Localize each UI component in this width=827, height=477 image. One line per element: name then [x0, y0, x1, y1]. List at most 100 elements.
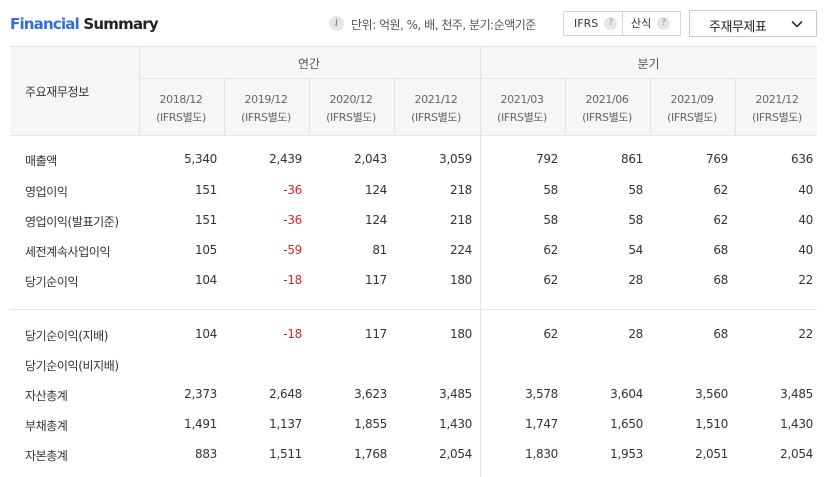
table-cell: 62	[543, 273, 558, 287]
table-cell: 769	[705, 152, 728, 166]
table-cell: 28	[628, 273, 643, 287]
table-cell: 40	[798, 243, 813, 257]
table-cell: 180	[449, 273, 472, 287]
table-cell: 218	[449, 213, 472, 227]
table-cell: 3,485	[780, 387, 813, 401]
table-cell: 1,430	[439, 417, 472, 431]
period-date: 2021/09	[670, 93, 714, 106]
table-cell: 883	[194, 447, 217, 461]
table-cell: 62	[543, 243, 558, 257]
period-header: 2019/12 (IFRS별도)	[223, 91, 309, 127]
table-header-bg	[10, 47, 817, 135]
table-cell: 1,855	[354, 417, 387, 431]
divider	[650, 78, 651, 135]
table-cell: 5,340	[184, 152, 217, 166]
table-cell: 861	[620, 152, 643, 166]
page-title: Financial Summary	[10, 15, 159, 33]
period-date: 2021/12	[755, 93, 799, 106]
table-cell: 58	[628, 183, 643, 197]
table-cell: 151	[194, 213, 217, 227]
table-cell: 68	[713, 327, 728, 341]
table-cell: 636	[790, 152, 813, 166]
period-date: 2020/12	[329, 93, 373, 106]
chevron-down-icon	[790, 16, 804, 35]
table-cell: 62	[713, 213, 728, 227]
divider	[10, 309, 817, 310]
divider	[394, 78, 395, 135]
table-cell: 1,510	[695, 417, 728, 431]
period-header: 2021/12 (IFRS별도)	[734, 91, 820, 127]
table-cell: 3,485	[439, 387, 472, 401]
row-label: 당기순이익(비지배)	[25, 359, 119, 373]
table-cell: 104	[194, 327, 217, 341]
table-cell: 117	[364, 327, 387, 341]
table-cell: 2,373	[184, 387, 217, 401]
period-header: 2021/03 (IFRS별도)	[479, 91, 565, 127]
table-cell: 2,054	[439, 447, 472, 461]
table-cell: -36	[283, 183, 302, 197]
row-label: 자산총계	[25, 389, 68, 403]
toggle-divider	[622, 12, 623, 35]
table-cell: 1,768	[354, 447, 387, 461]
title-financial: Financial	[10, 15, 80, 33]
ifrs-label: IFRS	[574, 17, 599, 30]
summary-header: Financial Summary i 단위: 억원, %, 배, 천주, 분기…	[0, 0, 827, 46]
table-cell: 58	[543, 213, 558, 227]
period-date: 2018/12	[159, 93, 203, 106]
divider	[565, 78, 566, 135]
table-cell: 68	[713, 273, 728, 287]
period-basis: (IFRS별도)	[497, 111, 547, 124]
row-label: 영업이익	[25, 185, 68, 199]
table-cell: 54	[628, 243, 643, 257]
divider	[224, 78, 225, 135]
table-cell: -18	[283, 327, 302, 341]
table-cell: 105	[194, 243, 217, 257]
table-cell: 3,059	[439, 152, 472, 166]
period-basis: (IFRS별도)	[667, 111, 717, 124]
row-label: 영업이익(발표기준)	[25, 215, 119, 229]
table-cell: 1,511	[269, 447, 302, 461]
period-basis: (IFRS별도)	[411, 111, 461, 124]
table-cell: -36	[283, 213, 302, 227]
row-label: 세전계속사업이익	[25, 245, 111, 259]
info-icon[interactable]: i	[329, 16, 344, 31]
divider	[10, 46, 817, 47]
period-basis: (IFRS별도)	[582, 111, 632, 124]
table-cell: -59	[283, 243, 302, 257]
period-date: 2019/12	[244, 93, 288, 106]
help-icon[interactable]: ?	[604, 16, 618, 30]
divider	[139, 46, 140, 135]
period-date: 2021/06	[585, 93, 629, 106]
period-basis: (IFRS별도)	[156, 111, 206, 124]
table-cell: 40	[798, 183, 813, 197]
divider	[139, 78, 817, 79]
period-header: 2020/12 (IFRS별도)	[308, 91, 394, 127]
table-cell: 2,043	[354, 152, 387, 166]
row-label: 당기순이익	[25, 275, 79, 289]
divider	[735, 78, 736, 135]
statement-type-select[interactable]: 주재무제표	[689, 10, 817, 37]
table-cell: 62	[543, 327, 558, 341]
table-cell: 1,137	[269, 417, 302, 431]
ifrs-button[interactable]: IFRS?	[574, 12, 618, 35]
calc-button[interactable]: 산식?	[631, 12, 671, 35]
table-cell: 3,604	[610, 387, 643, 401]
help-icon[interactable]: ?	[657, 16, 671, 30]
table-cell: 1,953	[610, 447, 643, 461]
table-cell: 3,578	[525, 387, 558, 401]
ifrs-calc-toggle: IFRS? 산식?	[563, 11, 681, 36]
period-date: 2021/03	[500, 93, 544, 106]
table-cell: 1,491	[184, 417, 217, 431]
period-basis: (IFRS별도)	[326, 111, 376, 124]
table-cell: 124	[364, 213, 387, 227]
period-header: 2021/06 (IFRS별도)	[564, 91, 650, 127]
period-date: 2021/12	[414, 93, 458, 106]
table-cell: 2,051	[695, 447, 728, 461]
table-cell: 104	[194, 273, 217, 287]
table-cell: 62	[713, 183, 728, 197]
table-cell: 2,054	[780, 447, 813, 461]
table-cell: 1,747	[525, 417, 558, 431]
period-basis: (IFRS별도)	[752, 111, 802, 124]
divider	[10, 135, 817, 136]
corner-label: 주요재무정보	[25, 85, 89, 99]
